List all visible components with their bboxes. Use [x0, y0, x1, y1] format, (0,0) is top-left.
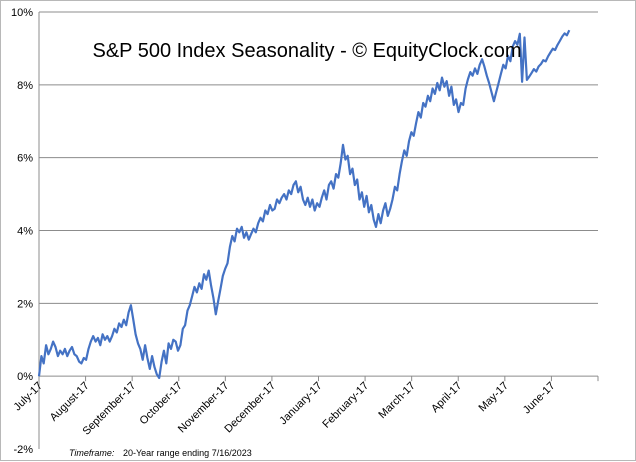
chart-title: S&P 500 Index Seasonality - © EquityCloc…	[92, 40, 521, 62]
timeframe-footnote: Timeframe: 20-Year range ending 7/16/202…	[69, 448, 252, 458]
x-tick-label: March-17	[376, 380, 417, 421]
x-tick-label: July-17	[12, 380, 46, 414]
x-tick-label: January-17	[277, 380, 324, 427]
x-tick-label: June-17	[521, 380, 558, 417]
x-tick-label: August-17	[48, 380, 92, 424]
y-tick-label: 4%	[17, 226, 33, 238]
x-tick-label: February-17	[320, 380, 371, 431]
y-tick-label: 6%	[17, 153, 33, 165]
y-tick-label: 2%	[17, 298, 33, 310]
timeframe-label: Timeframe:	[69, 448, 115, 458]
x-tick-label: April-17	[429, 380, 464, 415]
series-line	[37, 29, 571, 380]
x-tick-label: October-17	[137, 380, 184, 427]
series-layer	[37, 29, 571, 380]
y-tick-labels: -2% 0% 2% 4% 6% 8% 10%	[11, 7, 33, 456]
x-tick-label: May-17	[477, 380, 511, 414]
y-tick-label: 0%	[17, 371, 33, 383]
timeframe-value: 20-Year range ending 7/16/2023	[123, 448, 252, 458]
y-tick-label: 10%	[11, 7, 33, 19]
y-tick-label: -2%	[13, 444, 33, 456]
gridlines	[39, 11, 598, 304]
y-tick-label: 8%	[17, 80, 33, 92]
